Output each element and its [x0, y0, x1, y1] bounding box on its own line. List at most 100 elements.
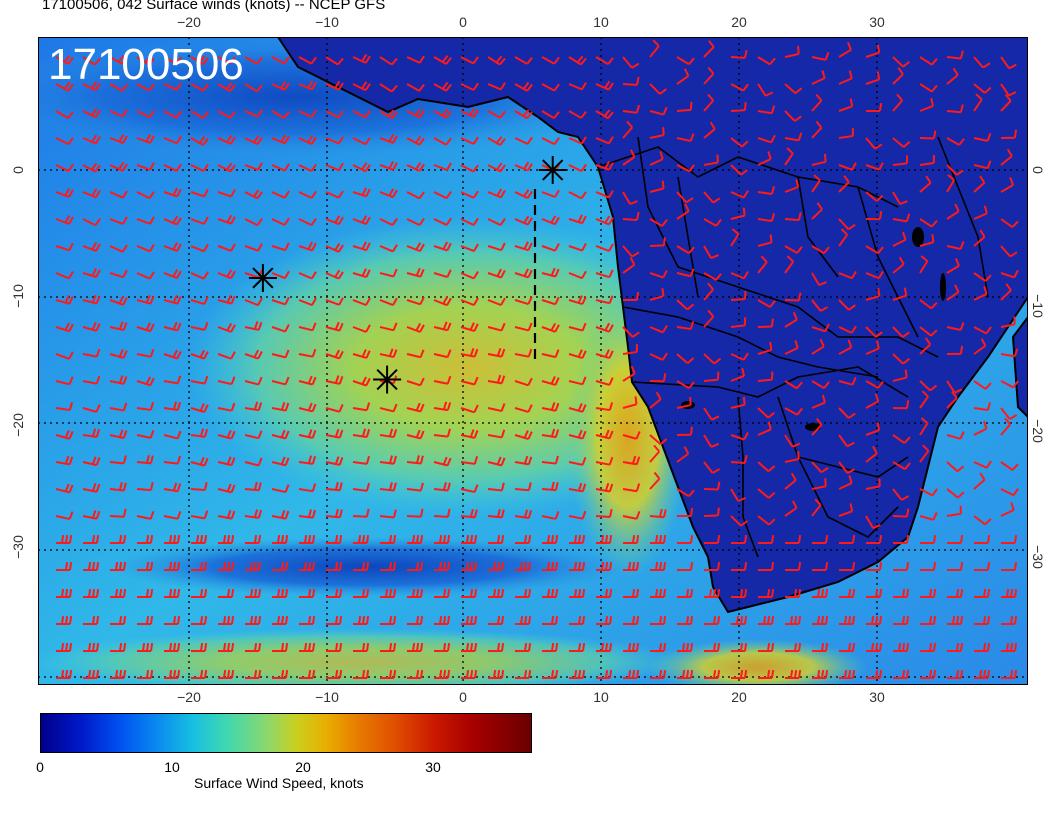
- wind-barb: [568, 191, 587, 200]
- wind-barb: [406, 108, 425, 119]
- wind-barb: [325, 80, 344, 91]
- wind-barb: [568, 55, 587, 66]
- wind-barb: [218, 534, 235, 544]
- wind-barb: [1001, 669, 1018, 679]
- wind-barb: [865, 340, 880, 355]
- wind-barb: [299, 615, 316, 625]
- wind-barb: [919, 155, 935, 166]
- wind-barb: [136, 162, 155, 171]
- wind-barb: [676, 203, 690, 220]
- wind-barb: [622, 120, 633, 139]
- wind-barb: [487, 188, 506, 199]
- wind-barb: [136, 510, 155, 520]
- wind-barb: [812, 534, 829, 544]
- wind-barb: [407, 534, 424, 544]
- wind-barb: [56, 588, 73, 598]
- wind-barb: [55, 242, 74, 252]
- wind-barb: [731, 561, 748, 571]
- wind-barb: [703, 245, 719, 259]
- wind-barb: [568, 456, 587, 466]
- wind-barb: [55, 402, 74, 411]
- wind-barb: [893, 669, 910, 679]
- wind-barb: [920, 669, 937, 679]
- wind-barb: [676, 164, 695, 173]
- wind-barb: [163, 401, 182, 411]
- wind-barb: [380, 615, 397, 625]
- wind-barb: [352, 508, 370, 518]
- wind-barb: [461, 534, 478, 544]
- wind-barb: [56, 669, 73, 679]
- wind-barb: [299, 561, 316, 571]
- wind-barb: [676, 353, 695, 364]
- wind-barb: [542, 669, 559, 679]
- wind-barb: [784, 472, 797, 490]
- wind-barb: [244, 430, 263, 440]
- wind-barb: [245, 588, 262, 598]
- wind-barbs: [55, 39, 1019, 679]
- wind-barb: [703, 353, 722, 365]
- wind-barb: [946, 257, 960, 274]
- wind-barb: [703, 191, 721, 204]
- wind-barb: [541, 243, 560, 252]
- wind-barb: [946, 284, 960, 301]
- wind-barb: [758, 561, 775, 571]
- wind-barb: [703, 66, 715, 85]
- wind-barb: [487, 82, 506, 91]
- wind-barb: [541, 455, 559, 465]
- wind-barb: [460, 190, 479, 199]
- wind-barb: [353, 534, 370, 544]
- wind-barb: [595, 80, 614, 91]
- wind-barb: [272, 642, 289, 652]
- wind-barb: [892, 56, 911, 68]
- wind-barb: [190, 55, 209, 66]
- wind-barb: [56, 561, 73, 571]
- wind-barb: [730, 164, 748, 176]
- wind-speed-colorbar: [40, 713, 532, 753]
- wind-barb: [649, 288, 665, 301]
- wind-barb: [757, 213, 776, 222]
- wind-barb: [811, 52, 830, 61]
- wind-barb: [730, 367, 746, 382]
- wind-barb: [919, 299, 938, 310]
- wind-barb: [461, 588, 478, 598]
- wind-barb: [784, 451, 800, 463]
- wind-barb: [82, 456, 101, 467]
- wind-barb: [299, 534, 316, 544]
- wind-barb: [82, 294, 101, 305]
- wind-barb: [811, 380, 830, 389]
- wind-barb: [757, 234, 773, 247]
- wind-barb: [676, 446, 690, 463]
- wind-barb: [595, 190, 614, 199]
- lon-tick: −10: [315, 689, 339, 705]
- wind-barb: [812, 615, 829, 625]
- wind-barb: [946, 461, 965, 473]
- wind-barb: [136, 83, 155, 92]
- wind-barb: [568, 163, 587, 173]
- wind-barb: [568, 482, 587, 493]
- wind-barb: [298, 348, 317, 358]
- lon-tick: 20: [731, 14, 747, 30]
- wind-barb: [325, 190, 344, 199]
- wind-barb: [946, 391, 958, 409]
- wind-barb: [298, 455, 317, 465]
- wind-barb: [757, 186, 776, 195]
- wind-barb: [379, 83, 398, 93]
- wind-barb: [812, 561, 829, 571]
- wind-barb: [595, 377, 614, 386]
- wind-barb: [244, 376, 263, 386]
- wind-barb: [245, 534, 262, 544]
- wind-barb: [568, 429, 587, 440]
- wind-barb: [110, 642, 127, 652]
- wind-barb: [271, 296, 290, 306]
- wind-barb: [596, 615, 613, 625]
- wind-barb: [487, 55, 506, 66]
- wind-barb: [136, 430, 155, 439]
- wind-barb: [190, 271, 209, 280]
- wind-barb: [973, 460, 992, 469]
- wind-barb: [1000, 488, 1019, 497]
- wind-barb: [298, 322, 317, 332]
- wind-barb: [434, 669, 451, 679]
- wind-barb: [244, 297, 263, 307]
- wind-barb: [109, 402, 128, 412]
- wind-barb: [838, 98, 854, 112]
